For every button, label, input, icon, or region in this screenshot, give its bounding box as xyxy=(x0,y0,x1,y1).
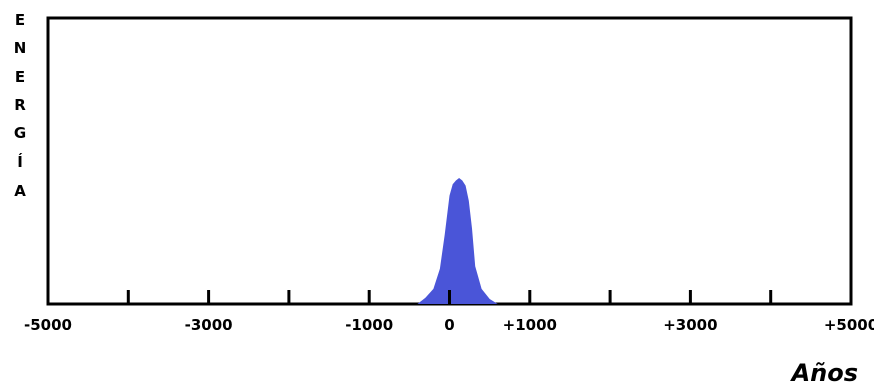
y-axis-label-letter: E xyxy=(15,68,25,86)
y-axis-label-letter: G xyxy=(14,124,26,142)
x-axis-label: Años xyxy=(790,359,858,387)
y-axis-label-letter: Í xyxy=(17,152,23,171)
x-tick-label: -3000 xyxy=(185,316,233,334)
x-tick-label: -5000 xyxy=(24,316,72,334)
energy-area-series xyxy=(417,178,498,304)
y-axis-label-letter: N xyxy=(14,39,27,57)
x-tick-label: +3000 xyxy=(663,316,717,334)
x-tick-label: +5000 xyxy=(824,316,874,334)
series-layer xyxy=(417,178,498,304)
y-axis-label: E N E R G Í A xyxy=(14,11,27,200)
y-axis-label-letter: A xyxy=(14,182,26,200)
y-axis-label-letter: R xyxy=(14,96,26,114)
x-tick-label: 0 xyxy=(444,316,454,334)
x-axis-tick-labels: -5000 -3000 -1000 0 +1000 +3000 +5000 xyxy=(24,316,874,334)
x-axis-ticks xyxy=(46,290,853,304)
x-tick-label: -1000 xyxy=(345,316,393,334)
x-tick-label: +1000 xyxy=(503,316,557,334)
y-axis-label-letter: E xyxy=(15,11,25,29)
